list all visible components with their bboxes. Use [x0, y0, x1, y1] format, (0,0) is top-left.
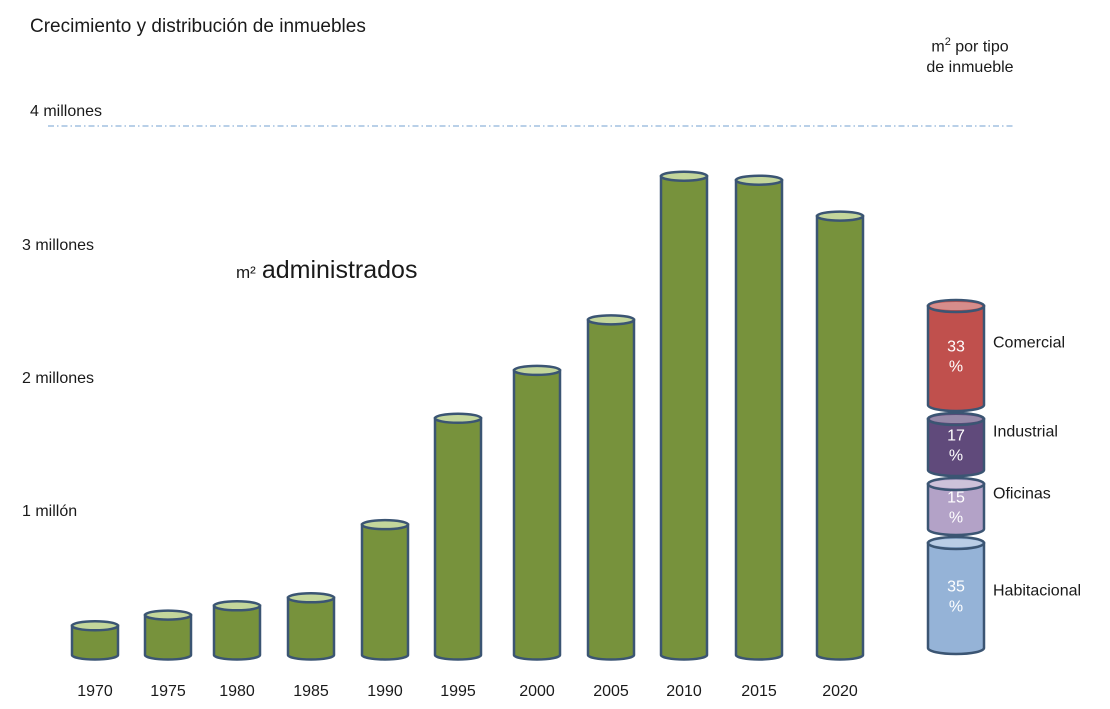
y-tick-label: 4 millones — [30, 103, 102, 120]
distribution-segment-oficinas: 15% Oficinas — [926, 476, 1051, 537]
x-tick-label: 1985 — [293, 683, 329, 700]
bar — [586, 314, 636, 661]
segment-top-highlight — [930, 415, 982, 423]
bar — [70, 619, 120, 661]
distribution-segment-comercial: 33% Comercial — [926, 298, 1065, 413]
bar — [360, 518, 410, 661]
bar-top — [815, 210, 865, 222]
x-axis: 1970 1975 1980 1985 1990 1995 2000 2005 2010 2015… — [77, 683, 858, 700]
segment-body — [926, 541, 986, 656]
bar-body — [512, 369, 562, 661]
bar-body — [659, 174, 709, 661]
area-annotation: m² administrados — [236, 256, 417, 285]
segment-label: Habitacional — [993, 583, 1081, 600]
segment-value: 35 — [947, 579, 965, 596]
segment-body — [926, 417, 986, 478]
segment-top-highlight — [930, 539, 982, 547]
bar-top — [734, 174, 784, 186]
bar-body — [586, 318, 636, 661]
distribution-segment-industrial: 17% Industrial — [926, 411, 1058, 478]
x-tick-label: 1995 — [440, 683, 476, 700]
bar-body — [433, 417, 483, 661]
bar — [734, 174, 784, 661]
segment-label: Comercial — [993, 335, 1065, 352]
bars-group — [70, 170, 865, 661]
bar-top — [512, 364, 562, 377]
chart-title: Crecimiento y distribución de inmuebles — [30, 16, 366, 37]
distribution-segment-habitacional: 35% Habitacional — [926, 535, 1081, 656]
bar-top — [586, 314, 636, 326]
x-tick-label: 2005 — [593, 683, 629, 700]
bar — [143, 609, 193, 661]
distribution-title-line2: de inmueble — [926, 59, 1014, 77]
segment-value-unit: % — [949, 448, 963, 465]
bar-body — [815, 214, 865, 661]
segment-value: 33 — [947, 339, 965, 356]
x-tick-label: 1980 — [219, 683, 255, 700]
segment-value-unit: % — [949, 510, 963, 527]
x-tick-label: 1970 — [77, 683, 113, 700]
segment-value-unit: % — [949, 359, 963, 376]
segment-body — [926, 482, 986, 537]
bar-body — [70, 624, 120, 661]
bar — [659, 170, 709, 661]
bar-top — [286, 592, 336, 604]
bar-top — [70, 619, 120, 632]
bar-top — [212, 600, 262, 612]
x-tick-label: 2010 — [666, 683, 702, 700]
segment-top — [926, 476, 986, 492]
x-tick-label: 1990 — [367, 683, 403, 700]
bar-top — [433, 412, 483, 425]
bar — [212, 600, 262, 661]
y-axis: 1 millón 2 millones 3 millones 4 millones — [22, 103, 1015, 520]
bar-body — [143, 613, 193, 661]
segment-value: 17 — [947, 428, 965, 445]
distribution-stack: 35% Habitacional 15% Oficinas 17% Industrial 3… — [926, 298, 1081, 656]
bar — [512, 364, 562, 661]
y-tick-label: 3 millones — [22, 237, 94, 254]
x-tick-label: 2000 — [519, 683, 555, 700]
segment-value-unit: % — [949, 599, 963, 616]
y-tick-label: 2 millones — [22, 370, 94, 387]
segment-label: Oficinas — [993, 486, 1051, 503]
bar — [433, 412, 483, 661]
x-tick-label: 2020 — [822, 683, 858, 700]
segment-label: Industrial — [993, 424, 1058, 441]
bar-body — [734, 178, 784, 661]
bar — [286, 592, 336, 661]
segment-top-highlight — [930, 302, 982, 310]
bar-top — [143, 609, 193, 621]
distribution-title-rest: por tipo — [950, 38, 1009, 56]
distribution-title-exponent: 2 — [944, 36, 951, 48]
segment-top-highlight — [930, 480, 982, 488]
segment-top — [926, 411, 986, 427]
bar-body — [360, 523, 410, 661]
bar-body — [286, 596, 336, 661]
bar — [815, 210, 865, 661]
x-tick-label: 2015 — [741, 683, 777, 700]
distribution-title: m2 por tipo de inmueble — [880, 32, 1060, 78]
distribution-title-base: m — [931, 38, 945, 56]
bar-body — [212, 604, 262, 661]
area-annotation-text: administrados — [261, 256, 418, 284]
segment-value: 15 — [947, 490, 965, 507]
bar-top — [360, 518, 410, 531]
bar-top — [659, 170, 709, 182]
segment-top — [926, 535, 986, 551]
segment-top — [926, 298, 986, 314]
segment-body — [926, 304, 986, 413]
area-annotation-unit: m² — [236, 263, 256, 282]
y-tick-label: 1 millón — [22, 503, 77, 520]
x-tick-label: 1975 — [150, 683, 186, 700]
